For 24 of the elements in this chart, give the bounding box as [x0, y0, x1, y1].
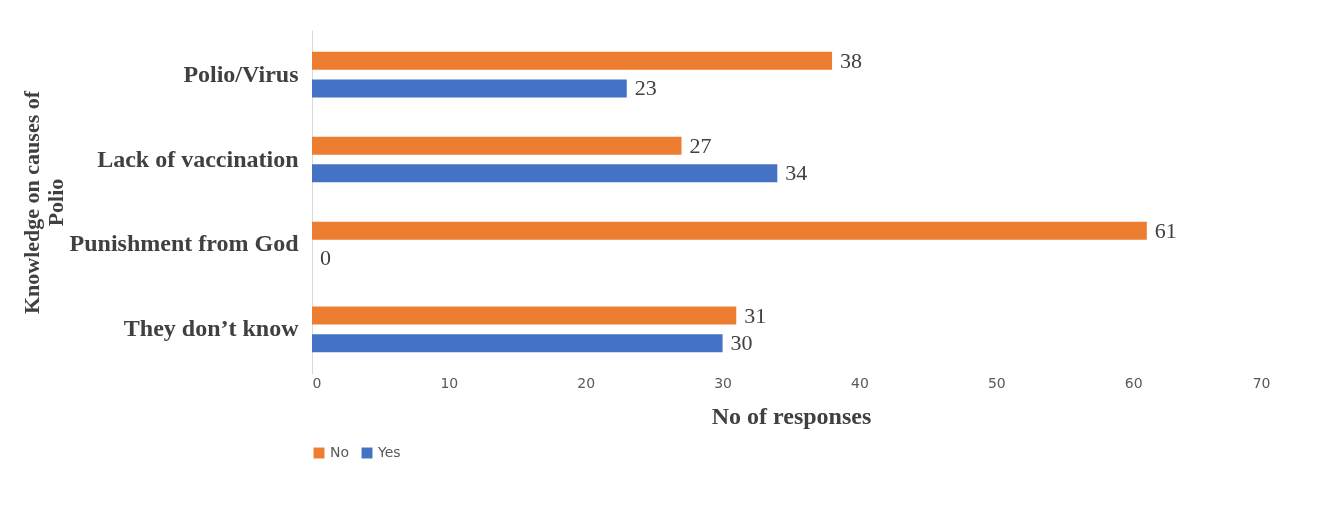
- data-label: 34: [785, 160, 808, 186]
- x-axis-title: No of responses: [711, 402, 872, 429]
- data-label: 31: [744, 302, 767, 328]
- x-tick-label: 70: [1252, 374, 1271, 391]
- y-tick-label: They don’t know: [123, 315, 300, 342]
- y-axis-title: Knowledge on causes of Polio: [18, 90, 68, 315]
- data-label: 30: [730, 330, 753, 356]
- y-tick-label: Polio/Virus: [183, 60, 299, 87]
- x-tick-label: 50: [987, 374, 1006, 391]
- data-label: 61: [1154, 217, 1177, 243]
- legend-label: Yes: [377, 444, 401, 460]
- x-tick-label: 60: [1124, 374, 1143, 391]
- x-tick-label: 40: [851, 374, 869, 391]
- data-label: 38: [840, 47, 863, 73]
- data-label: 23: [634, 75, 657, 101]
- x-tick-label: 20: [577, 374, 596, 391]
- data-label: 27: [689, 132, 712, 158]
- legend-label: No: [330, 444, 350, 460]
- y-tick-label: Lack of vaccination: [97, 145, 299, 172]
- x-tick-label: 0: [312, 374, 322, 391]
- x-tick-label: 30: [714, 374, 732, 391]
- x-tick-label: 10: [440, 374, 459, 391]
- data-label: 0: [320, 245, 331, 271]
- y-tick-label: Punishment from God: [69, 230, 300, 257]
